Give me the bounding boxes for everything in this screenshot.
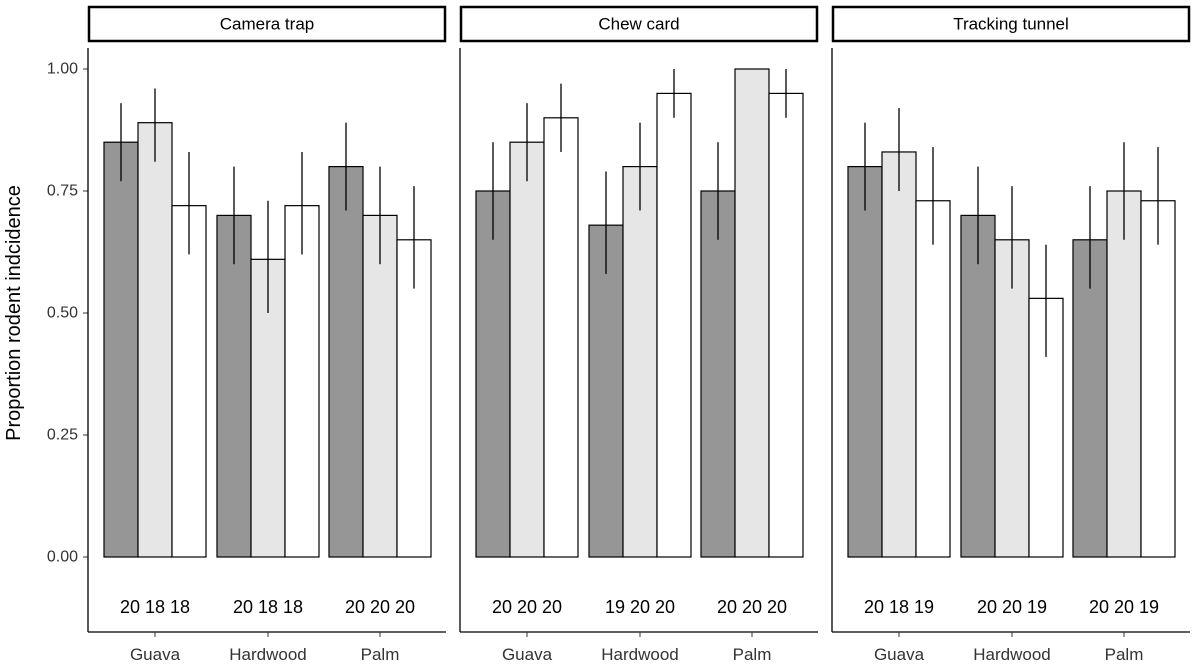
x-tick-label: Guava xyxy=(874,645,925,664)
sample-size-label: 20 20 19 xyxy=(977,597,1047,617)
panel-0: Camera trap 20 18 18 Guava 20 18 18 Hardwood… xyxy=(87,5,447,664)
bar xyxy=(1140,200,1176,558)
sample-size-label: 19 20 20 xyxy=(605,597,675,617)
x-tick-label: Hardwood xyxy=(973,645,1051,664)
y-tick-label: 0.75 xyxy=(47,183,78,200)
bar xyxy=(396,239,432,558)
y-tick-label: 0.25 xyxy=(47,427,78,444)
panel-2: Tracking tunnel 20 18 19 Guava 20 20 19 Hard… xyxy=(831,5,1191,664)
x-tick-label: Palm xyxy=(1105,645,1144,664)
bar xyxy=(656,92,692,558)
panel-title: Chew card xyxy=(598,15,679,34)
x-tick-label: Palm xyxy=(733,645,772,664)
bar xyxy=(103,141,139,558)
bar xyxy=(543,117,579,558)
bar xyxy=(622,166,658,558)
y-tick-label: 0.00 xyxy=(47,549,78,566)
bar xyxy=(847,166,883,558)
bar xyxy=(1106,190,1142,558)
panel-strip xyxy=(87,5,447,43)
sample-size-label: 20 20 20 xyxy=(717,597,787,617)
panel-title: Camera trap xyxy=(220,15,314,34)
y-tick-label: 1.00 xyxy=(47,61,78,78)
sample-size-label: 20 18 19 xyxy=(864,597,934,617)
x-tick-label: Guava xyxy=(502,645,553,664)
sample-size-label: 20 18 18 xyxy=(233,597,303,617)
panel-title: Tracking tunnel xyxy=(953,15,1069,34)
bar xyxy=(216,214,252,558)
sample-size-label: 20 20 20 xyxy=(492,597,562,617)
bar xyxy=(328,166,364,558)
bar xyxy=(915,200,951,558)
y-axis-title: Proportion rodent indcidence xyxy=(3,185,25,441)
bar xyxy=(509,141,545,558)
bar xyxy=(588,224,624,558)
x-tick-label: Hardwood xyxy=(601,645,679,664)
x-tick-label: Hardwood xyxy=(229,645,307,664)
x-tick-label: Palm xyxy=(361,645,400,664)
bar xyxy=(284,205,320,558)
bar xyxy=(1072,239,1108,558)
bar xyxy=(734,68,770,558)
bar xyxy=(475,190,511,558)
panel-strip xyxy=(831,5,1191,43)
x-tick-label: Guava xyxy=(130,645,181,664)
sample-size-label: 20 20 19 xyxy=(1089,597,1159,617)
sample-size-label: 20 20 20 xyxy=(345,597,415,617)
bar xyxy=(171,205,207,558)
panel-strip xyxy=(459,5,819,43)
bar xyxy=(137,122,173,558)
y-tick-label: 0.50 xyxy=(47,305,78,322)
sample-size-label: 20 18 18 xyxy=(120,597,190,617)
panel-1: Chew card 20 20 20 Guava 19 20 20 Hardwood 20… xyxy=(459,5,819,664)
bar xyxy=(960,214,996,558)
bar xyxy=(768,92,804,558)
bar xyxy=(881,151,917,558)
bar xyxy=(700,190,736,558)
bar xyxy=(362,214,398,558)
